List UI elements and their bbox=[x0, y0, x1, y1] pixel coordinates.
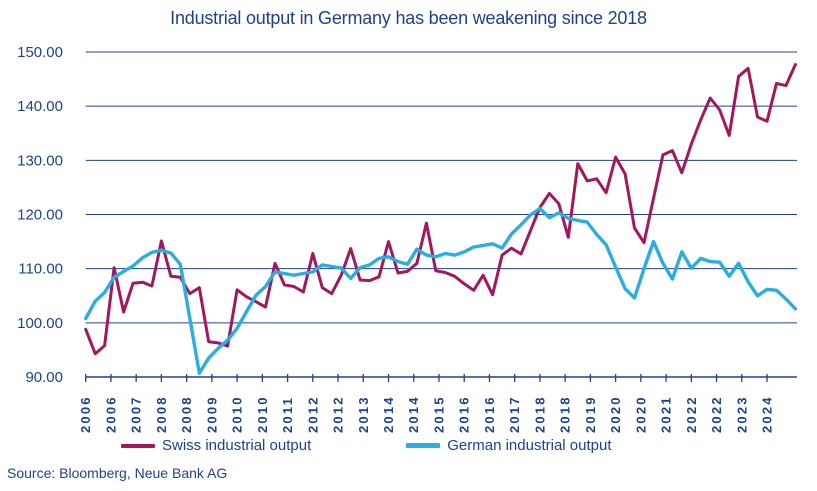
legend-label-swiss: Swiss industrial output bbox=[162, 437, 312, 454]
x-axis-label: 2010 bbox=[230, 395, 245, 433]
x-axis-label: 2024 bbox=[760, 395, 775, 433]
x-axis-label: 2022 bbox=[684, 395, 699, 433]
swiss-output-line bbox=[84, 63, 797, 356]
x-axis-label: 2006 bbox=[103, 395, 118, 433]
x-axis-label: 2020 bbox=[633, 395, 648, 433]
legend-item-swiss: Swiss industrial output bbox=[121, 437, 311, 454]
x-axis-label: 2008 bbox=[179, 395, 194, 433]
german-output-line bbox=[83, 206, 798, 375]
x-axis-label: 2016 bbox=[482, 395, 497, 433]
x-axis-label: 2023 bbox=[734, 395, 749, 433]
x-axis-label: 2017 bbox=[507, 395, 522, 433]
x-axis-label: 2022 bbox=[709, 395, 724, 433]
x-axis-label: 2015 bbox=[432, 395, 447, 433]
x-axis-label: 2018 bbox=[532, 395, 547, 433]
legend-label-german: German industrial output bbox=[447, 437, 612, 454]
y-axis-label: 120.00 bbox=[17, 207, 63, 224]
chart-title: Industrial output in Germany has been we… bbox=[170, 8, 647, 28]
legend: Swiss industrial output German industria… bbox=[121, 437, 612, 454]
x-axis-label: 2006 bbox=[78, 395, 93, 433]
x-axis-label: 2008 bbox=[154, 395, 169, 433]
source-note: Source: Bloomberg, Neue Bank AG bbox=[7, 465, 228, 481]
y-axis-label: 140.00 bbox=[17, 98, 63, 115]
x-axis-label: 2011 bbox=[280, 396, 295, 433]
x-axis-label: 2014 bbox=[381, 395, 396, 433]
x-axis-label: 2012 bbox=[305, 395, 320, 433]
x-axis-label: 2021 bbox=[659, 395, 674, 433]
x-axis-label: 2013 bbox=[356, 395, 371, 433]
x-axis-label: 2009 bbox=[204, 395, 219, 433]
x-axis-label: 2016 bbox=[457, 395, 472, 433]
y-axis-label: 90.00 bbox=[25, 369, 63, 386]
x-axis-label: 2014 bbox=[406, 395, 421, 433]
x-axis-label: 2018 bbox=[558, 395, 573, 433]
x-axis-label: 2007 bbox=[129, 395, 144, 433]
x-axis-label: 2020 bbox=[608, 395, 623, 433]
y-axis-label: 110.00 bbox=[18, 261, 63, 278]
x-axis-label: 2012 bbox=[331, 395, 346, 433]
legend-item-german: German industrial output bbox=[406, 437, 612, 454]
y-axis-label: 100.00 bbox=[17, 315, 63, 332]
y-axis-label: 130.00 bbox=[17, 152, 63, 169]
swiss-line-swatch bbox=[121, 443, 155, 448]
german-line-swatch bbox=[406, 443, 441, 448]
y-axis-label: 150.00 bbox=[17, 44, 63, 61]
x-axis-label: 2019 bbox=[583, 395, 598, 433]
x-axis-label: 2010 bbox=[255, 395, 270, 433]
